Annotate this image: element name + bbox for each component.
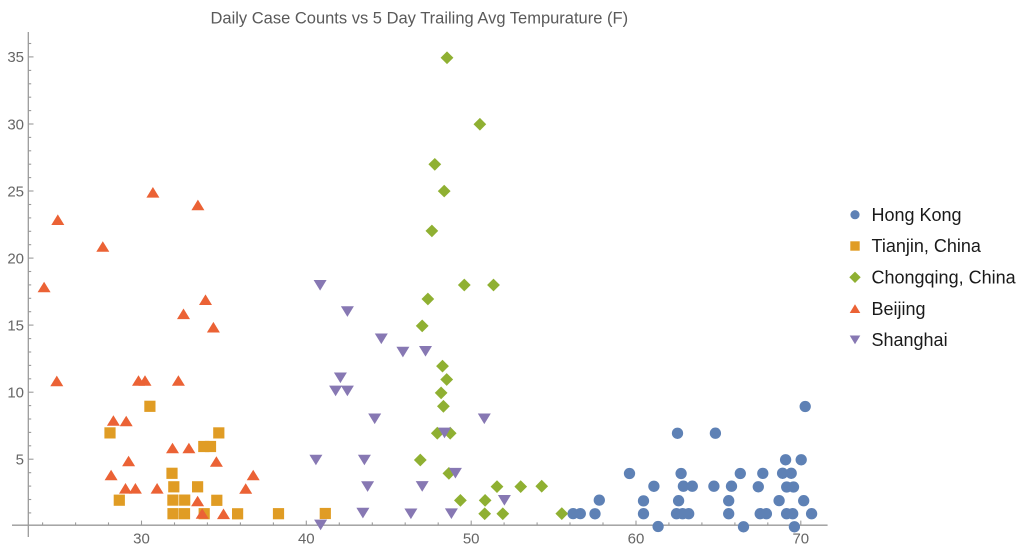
svg-text:15: 15 <box>7 317 24 334</box>
svg-text:5: 5 <box>16 452 24 469</box>
svg-text:Shanghai: Shanghai <box>872 330 948 350</box>
svg-text:Chongqing, China: Chongqing, China <box>872 268 1017 288</box>
svg-text:Daily Case Counts vs 5 Day Tra: Daily Case Counts vs 5 Day Trailing Avg … <box>211 10 629 28</box>
svg-text:20: 20 <box>7 250 24 267</box>
svg-text:Tianjin, China: Tianjin, China <box>872 236 982 256</box>
svg-text:30: 30 <box>7 116 24 133</box>
svg-text:Beijing: Beijing <box>872 299 926 319</box>
svg-text:25: 25 <box>7 183 24 200</box>
svg-text:60: 60 <box>628 531 645 548</box>
svg-text:Hong Kong: Hong Kong <box>872 205 962 225</box>
svg-text:50: 50 <box>463 531 480 548</box>
svg-text:35: 35 <box>7 49 24 66</box>
svg-text:70: 70 <box>792 531 809 548</box>
svg-text:30: 30 <box>133 531 150 548</box>
svg-text:10: 10 <box>7 385 24 402</box>
svg-text:40: 40 <box>298 531 315 548</box>
